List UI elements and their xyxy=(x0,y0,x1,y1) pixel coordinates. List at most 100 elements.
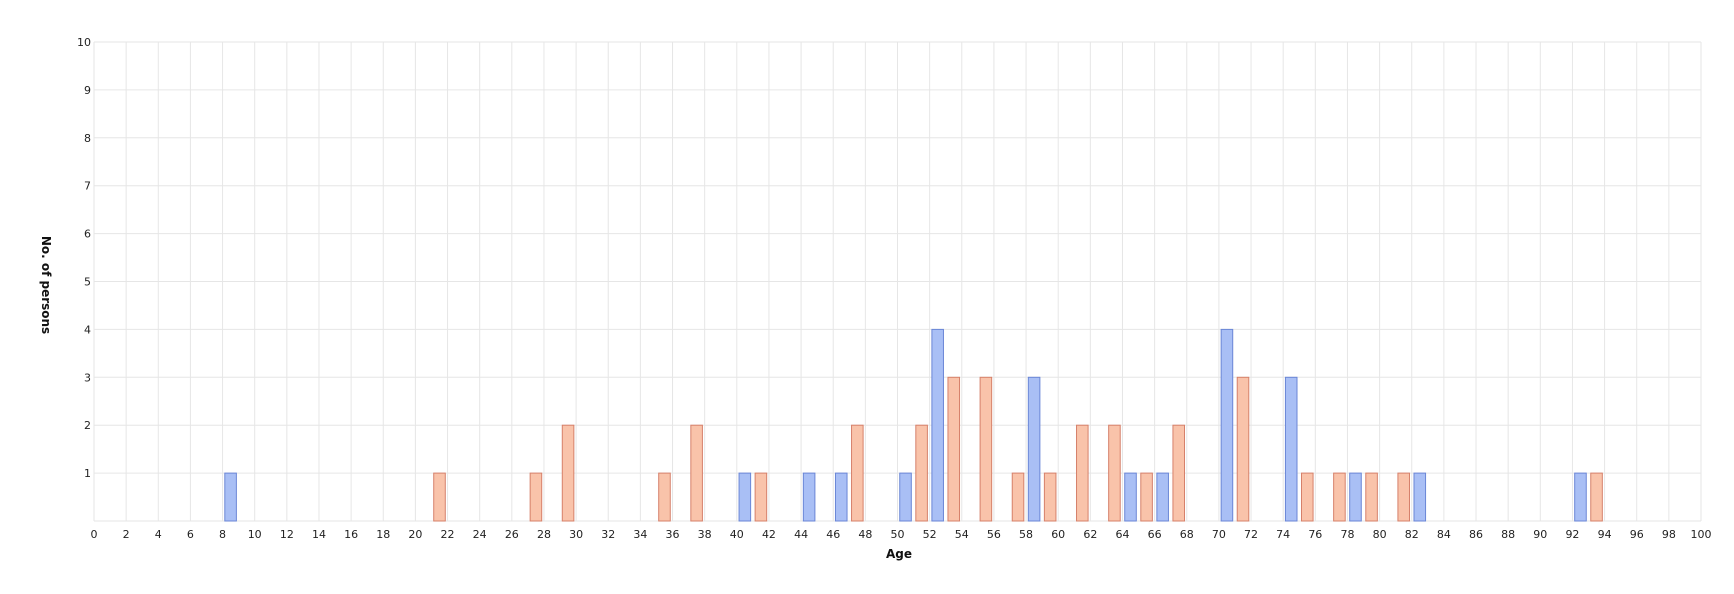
y-tick-label: 2 xyxy=(84,419,91,432)
x-axis-title: Age xyxy=(886,547,912,561)
x-tick-label: 0 xyxy=(91,528,98,541)
x-tick-label: 10 xyxy=(248,528,262,541)
x-tick-label: 58 xyxy=(1019,528,1033,541)
bar-series-2 xyxy=(754,472,768,522)
x-tick-label: 6 xyxy=(187,528,194,541)
bar-series-2 xyxy=(1011,472,1025,522)
x-tick-label: 66 xyxy=(1148,528,1162,541)
x-tick-label: 38 xyxy=(698,528,712,541)
x-tick-label: 96 xyxy=(1630,528,1644,541)
y-tick-label: 4 xyxy=(84,323,91,336)
x-tick-label: 12 xyxy=(280,528,294,541)
x-tick-label: 100 xyxy=(1691,528,1712,541)
bar-series-2 xyxy=(1172,424,1186,522)
x-tick-label: 42 xyxy=(762,528,776,541)
x-tick-label: 28 xyxy=(537,528,551,541)
x-tick-label: 2 xyxy=(123,528,130,541)
bar-series-2 xyxy=(979,376,993,522)
x-tick-label: 30 xyxy=(569,528,583,541)
bar-series-1 xyxy=(1284,376,1298,522)
bar-series-2 xyxy=(1236,376,1250,522)
bar-series-1 xyxy=(1156,472,1169,522)
x-axis-ticks: 0 2 4 6 8 10 12 14 16 18 20 22 24 26 28 30 32 34 36 38 40 42 4… xyxy=(91,528,1712,541)
y-tick-label: 3 xyxy=(84,371,91,384)
x-tick-label: 54 xyxy=(955,528,969,541)
x-tick-label: 36 xyxy=(666,528,680,541)
bar-series-1 xyxy=(1027,376,1041,522)
x-tick-label: 64 xyxy=(1115,528,1129,541)
bar-series-1 xyxy=(1574,472,1587,522)
x-tick-label: 62 xyxy=(1083,528,1097,541)
x-tick-label: 90 xyxy=(1533,528,1547,541)
x-tick-label: 98 xyxy=(1662,528,1676,541)
x-tick-label: 34 xyxy=(633,528,647,541)
bar-series-2 xyxy=(1590,472,1603,522)
x-tick-label: 18 xyxy=(376,528,390,541)
bar-series-2 xyxy=(915,424,928,522)
y-tick-label: 5 xyxy=(84,276,91,289)
bar-series-2 xyxy=(851,424,864,522)
bar-series-1 xyxy=(1220,328,1234,522)
x-tick-label: 46 xyxy=(826,528,840,541)
x-tick-label: 94 xyxy=(1598,528,1612,541)
x-tick-label: 86 xyxy=(1469,528,1483,541)
bar-series-2 xyxy=(529,472,543,522)
x-tick-label: 40 xyxy=(730,528,744,541)
x-tick-label: 32 xyxy=(601,528,615,541)
bars xyxy=(224,328,1603,522)
x-tick-label: 68 xyxy=(1180,528,1194,541)
x-tick-label: 22 xyxy=(441,528,455,541)
bar-series-1 xyxy=(738,472,752,522)
x-tick-label: 78 xyxy=(1340,528,1354,541)
x-tick-label: 14 xyxy=(312,528,326,541)
x-tick-label: 4 xyxy=(155,528,162,541)
x-tick-label: 92 xyxy=(1565,528,1579,541)
x-tick-label: 24 xyxy=(473,528,487,541)
bar-series-2 xyxy=(1108,424,1121,522)
bar-series-1 xyxy=(224,472,237,522)
bar-series-2 xyxy=(1300,472,1314,522)
x-tick-label: 48 xyxy=(858,528,872,541)
x-tick-label: 82 xyxy=(1405,528,1419,541)
bar-series-2 xyxy=(433,472,446,522)
bar-series-1 xyxy=(1413,472,1427,522)
x-tick-label: 56 xyxy=(987,528,1001,541)
x-tick-label: 80 xyxy=(1373,528,1387,541)
x-tick-label: 8 xyxy=(219,528,226,541)
x-tick-label: 76 xyxy=(1308,528,1322,541)
x-tick-label: 16 xyxy=(344,528,358,541)
x-tick-label: 44 xyxy=(794,528,808,541)
bar-series-1 xyxy=(802,472,816,522)
x-tick-label: 88 xyxy=(1501,528,1515,541)
bar-series-1 xyxy=(834,472,848,522)
bar-series-2 xyxy=(1397,472,1410,522)
bar-series-2 xyxy=(1140,472,1153,522)
bar-series-2 xyxy=(561,424,575,522)
y-tick-label: 6 xyxy=(84,228,91,241)
grid xyxy=(93,41,1702,522)
y-tick-label: 9 xyxy=(84,84,91,97)
x-tick-label: 26 xyxy=(505,528,519,541)
x-tick-label: 60 xyxy=(1051,528,1065,541)
bar-series-2 xyxy=(947,376,961,522)
bar-series-2 xyxy=(690,424,703,522)
bar-series-1 xyxy=(1124,472,1137,522)
x-tick-label: 84 xyxy=(1437,528,1451,541)
y-tick-label: 10 xyxy=(77,36,91,49)
x-tick-label: 72 xyxy=(1244,528,1258,541)
x-tick-label: 52 xyxy=(923,528,937,541)
bar-series-2 xyxy=(1333,472,1346,522)
bar-series-1 xyxy=(899,472,912,522)
x-tick-label: 50 xyxy=(891,528,905,541)
bar-series-2 xyxy=(1043,472,1057,522)
y-axis-title: No. of persons xyxy=(39,236,53,334)
bar-series-2 xyxy=(658,472,671,522)
y-axis-ticks: 1 2 3 4 5 6 7 8 9 10 xyxy=(77,36,91,480)
x-tick-label: 74 xyxy=(1276,528,1290,541)
y-tick-label: 7 xyxy=(84,180,91,193)
x-tick-label: 20 xyxy=(408,528,422,541)
bar-series-1 xyxy=(1349,472,1362,522)
bar-series-1 xyxy=(931,328,944,522)
bar-series-2 xyxy=(1076,424,1089,522)
